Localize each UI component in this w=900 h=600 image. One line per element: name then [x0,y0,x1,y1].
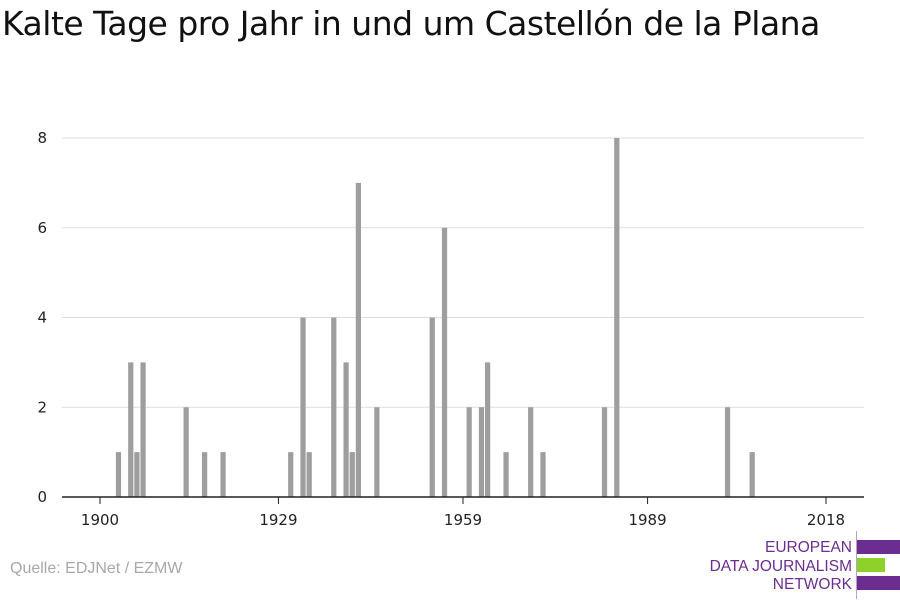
chart-title: Kalte Tage pro Jahr in und um Castellón … [2,4,820,43]
bar [429,317,435,497]
x-tick-label: 2018 [807,511,845,529]
bar [343,362,349,497]
x-tick-label: 1989 [628,511,666,529]
bar [183,407,189,497]
bar [374,407,380,497]
bar [503,452,509,497]
logo-bar-green [857,558,885,572]
x-tick-label: 1900 [81,511,119,529]
gridlines [62,137,864,408]
logo-divider [856,531,857,599]
bar [355,182,362,497]
bar [331,317,337,497]
bar [306,452,312,497]
bar [540,452,546,497]
bar [724,407,731,497]
bar [749,452,755,497]
y-tick-label: 6 [37,219,47,237]
bar [484,362,491,497]
bars [115,138,755,497]
y-tick-label: 4 [37,309,47,327]
source-note: Quelle: EDJNet / EZMW [10,560,183,577]
logo-text: EUROPEAN DATA JOURNALISM NETWORK [710,539,852,595]
bar [478,407,485,497]
bar [201,452,208,497]
bar [349,452,355,497]
logo-bar-purple-bottom [857,576,900,590]
bar [115,452,122,497]
y-tick-label: 2 [37,398,47,416]
bar [528,407,534,497]
bar [134,452,140,497]
bar [601,407,608,497]
y-tick-label: 0 [37,488,47,506]
bar [300,317,306,497]
x-tick-label: 1959 [444,511,482,529]
logo-line-2: DATA JOURNALISM [709,557,852,575]
bar [441,227,448,497]
x-axis-ticks: 1900 1929 1959 1989 2018 [81,497,845,529]
bar [466,407,472,497]
logo-line-3: NETWORK [772,576,852,593]
x-tick-label: 1929 [259,511,297,529]
edjnet-logo: EUROPEAN DATA JOURNALISM NETWORK [700,531,900,599]
bar [140,362,146,497]
logo-bar-purple-top [857,540,900,554]
y-tick-label: 8 [37,129,47,147]
y-axis-labels: 0 2 4 6 8 [37,129,47,506]
bar [128,362,134,497]
logo-line-1: EUROPEAN [765,539,852,556]
bar [288,452,294,497]
bar [220,452,226,497]
bar [614,138,620,497]
